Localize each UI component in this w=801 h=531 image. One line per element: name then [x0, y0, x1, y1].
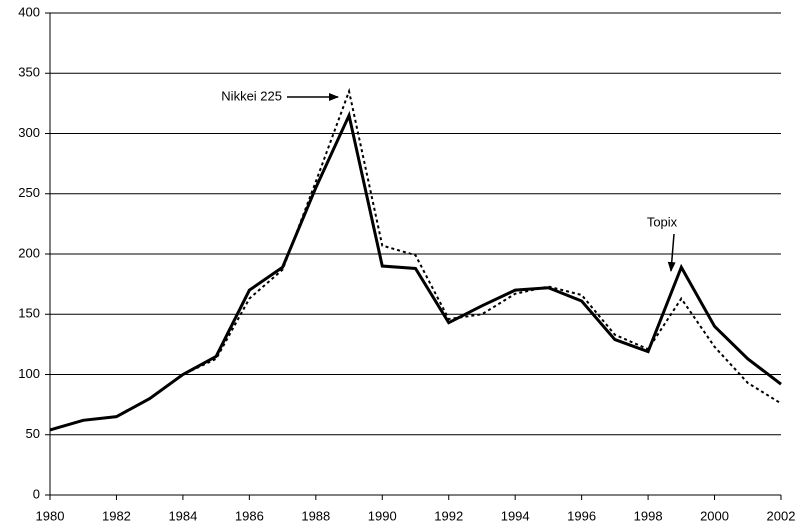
x-tick-label: 1994 — [501, 508, 530, 523]
annotation: Topix — [647, 214, 678, 229]
x-tick-label: 1992 — [434, 508, 463, 523]
x-tick-label: 2000 — [700, 508, 729, 523]
y-tick-label: 250 — [18, 185, 40, 200]
y-tick-label: 200 — [18, 245, 40, 260]
y-tick-label: 150 — [18, 306, 40, 321]
y-tick-label: 50 — [26, 426, 40, 441]
x-tick-label: 2002 — [767, 508, 796, 523]
x-tick-label: 1990 — [368, 508, 397, 523]
y-tick-label: 0 — [33, 486, 40, 501]
x-tick-label: 1980 — [36, 508, 65, 523]
x-tick-label: 1998 — [634, 508, 663, 523]
series-line — [49, 87, 782, 431]
series-line — [49, 110, 782, 432]
y-tick-label: 300 — [18, 125, 40, 140]
x-tick-label: 1988 — [301, 508, 330, 523]
x-tick-label: 1982 — [102, 508, 131, 523]
x-tick-label: 1986 — [235, 508, 264, 523]
annotation: Nikkei 225 — [221, 88, 282, 103]
y-tick-label: 400 — [18, 4, 40, 19]
y-tick-label: 100 — [18, 366, 40, 381]
x-tick-label: 1984 — [168, 508, 197, 523]
x-tick-label: 1996 — [567, 508, 596, 523]
annotation-arrow — [667, 233, 676, 272]
y-tick-label: 350 — [18, 65, 40, 80]
